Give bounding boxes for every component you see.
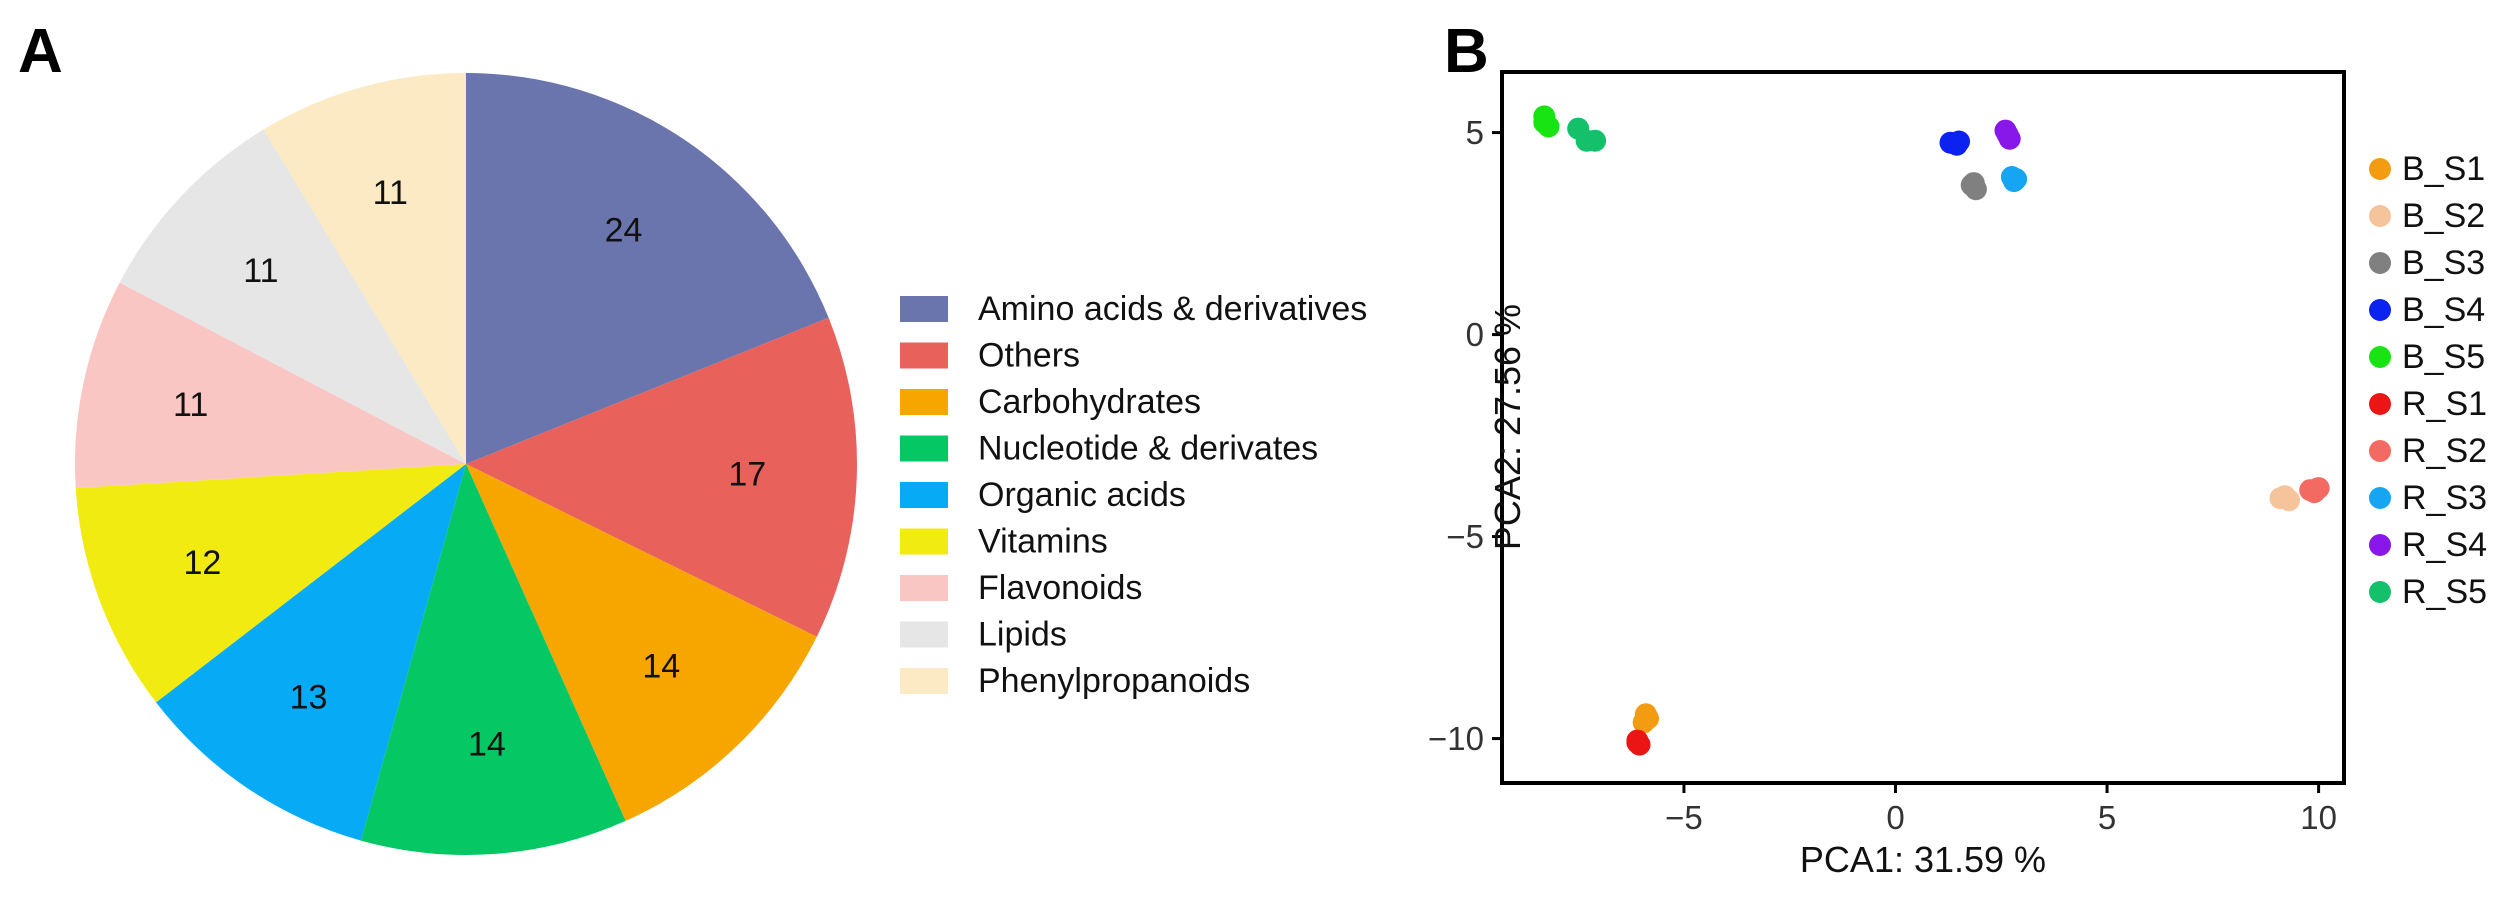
pie-chart: [75, 73, 858, 855]
legend-marker-b-s1: [2369, 158, 2391, 180]
pie-value-label-carbohydrates: 14: [642, 648, 680, 686]
legend-label-phenylpropanoids: Phenylpropanoids: [978, 662, 1250, 700]
pie-slice-labels: 24 17 14 14 13 12 11 11 11: [173, 174, 766, 764]
pie-slice-phenylpropanoids: [263, 73, 466, 464]
panel-label-a: A: [18, 17, 63, 86]
axis-ticks: −5 0 5 10 −10 −5 0 5: [1428, 114, 2337, 836]
legend-swatch-others: [900, 342, 948, 369]
legend-label-r-s5: R_S5: [2402, 573, 2487, 611]
legend-swatch-phenylpropanoids: [900, 668, 948, 694]
pie-value-label-nucleotide-and-derivates: 14: [468, 726, 506, 764]
pie-value-label-others: 17: [728, 455, 766, 493]
pie-slice-organic-acids: [156, 464, 467, 841]
legend-label-others: Others: [978, 337, 1080, 375]
pie-legend: Amino acids & derivatives Others Carbohydr…: [900, 290, 1367, 700]
x-tick-label: 0: [1886, 799, 1904, 836]
pca-scatter-plot: −5 0 5 10 −10 −5 0 5 PCA1: 31.59 % PCA2: 27.56 …: [1428, 70, 2346, 880]
legend-marker-b-s4: [2369, 299, 2391, 321]
legend-label-b-s5: B_S5: [2402, 338, 2485, 376]
pie-value-label-amino-acids-and-derivatives: 24: [605, 212, 643, 250]
point-b-s3: [1962, 172, 1985, 195]
y-axis-title: PCA2: 27.56 %: [1487, 304, 1528, 550]
x-tick-label: −5: [1665, 799, 1703, 836]
legend-label-r-s1: R_S1: [2402, 385, 2487, 423]
pie-value-label-flavonoids: 11: [173, 386, 208, 424]
point-b-s2: [2273, 485, 2296, 508]
y-tick-label: 0: [1466, 316, 1484, 353]
point-b-s1: [1637, 707, 1659, 730]
legend-label-organic-acids: Organic acids: [978, 476, 1186, 514]
legend-label-flavonoids: Flavonoids: [978, 569, 1142, 607]
legend-marker-r-s1: [2369, 393, 2391, 415]
legend-swatch-lipids: [900, 621, 948, 648]
point-b-s4: [1948, 130, 1970, 153]
legend-marker-r-s3: [2369, 487, 2391, 509]
pie-value-label-lipids: 11: [243, 252, 278, 290]
x-axis-title: PCA1: 31.59 %: [1800, 839, 2046, 880]
pie-slice-nucleotide-and-derivates: [360, 464, 626, 855]
legend-marker-r-s2: [2369, 440, 2391, 462]
point-r-s1: [1626, 729, 1649, 752]
legend-label-r-s2: R_S2: [2402, 432, 2487, 470]
legend-label-lipids: Lipids: [978, 616, 1067, 654]
legend-marker-b-s5: [2369, 346, 2391, 368]
pie-slice-carbohydrates: [466, 464, 817, 821]
pie-slice-lipids: [119, 129, 467, 465]
legend-marker-r-s5: [2369, 581, 2391, 603]
pie-value-label-vitamins: 12: [183, 544, 221, 582]
legend-swatch-vitamins: [900, 528, 948, 555]
pie-value-label-organic-acids: 13: [290, 678, 328, 716]
legend-label-b-s2: B_S2: [2402, 197, 2485, 235]
legend-swatch-carbohydrates: [900, 389, 948, 415]
x-tick-label: 10: [2300, 799, 2337, 836]
point-r-s2: [2303, 481, 2326, 504]
legend-label-nucleotide-and-derivates: Nucleotide & derivates: [978, 430, 1318, 468]
legend-label-amino-acids-and-derivatives: Amino acids & derivatives: [978, 290, 1367, 328]
point-r-s5: [1584, 129, 1607, 152]
legend-swatch-organic-acids: [900, 482, 948, 508]
pie-value-label-phenylpropanoids: 11: [373, 174, 408, 212]
legend-label-carbohydrates: Carbohydrates: [978, 383, 1201, 421]
legend-label-r-s4: R_S4: [2402, 526, 2487, 564]
plot-frame: [1500, 70, 2346, 785]
pie-slice-others: [466, 317, 858, 637]
y-tick-label: −5: [1446, 518, 1484, 555]
pie-slice-amino-acids-and-derivatives: [466, 73, 829, 464]
y-tick-label: −10: [1428, 720, 1484, 757]
point-b-s5: [1533, 111, 1556, 134]
legend-label-b-s1: B_S1: [2402, 150, 2485, 188]
legend-marker-b-s2: [2369, 205, 2391, 227]
point-r-s3: [2005, 168, 2028, 191]
y-tick-label: 5: [1466, 114, 1484, 151]
legend-swatch-flavonoids: [900, 575, 948, 601]
panel-label-b: B: [1444, 17, 1489, 86]
legend-marker-r-s4: [2369, 534, 2391, 556]
legend-label-vitamins: Vitamins: [978, 523, 1108, 561]
legend-label-r-s3: R_S3: [2402, 479, 2487, 517]
scatter-points: [1533, 105, 2330, 756]
x-tick-label: 5: [2098, 799, 2116, 836]
legend-swatch-amino-acids-and-derivatives: [900, 296, 948, 322]
legend-label-b-s3: B_S3: [2402, 244, 2485, 282]
pie-slice-flavonoids: [75, 282, 466, 489]
point-r-s4: [1996, 123, 2019, 146]
pie-slice-vitamins: [75, 464, 466, 703]
scatter-legend: B_S1 B_S2 B_S3 B_S4 B_S5 R_S1 R_S2 R_S3 R_S4 R_S5: [2369, 150, 2487, 611]
legend-marker-b-s3: [2369, 252, 2391, 274]
legend-label-b-s4: B_S4: [2402, 291, 2485, 329]
legend-swatch-nucleotide-and-derivates: [900, 435, 948, 462]
